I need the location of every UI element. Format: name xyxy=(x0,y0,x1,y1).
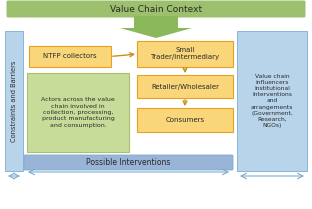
FancyBboxPatch shape xyxy=(237,31,307,171)
FancyBboxPatch shape xyxy=(27,73,129,152)
FancyBboxPatch shape xyxy=(137,75,233,98)
Text: NTFP collectors: NTFP collectors xyxy=(43,54,97,60)
FancyBboxPatch shape xyxy=(29,46,111,67)
Text: Small
Trader/Intermediary: Small Trader/Intermediary xyxy=(150,47,220,60)
Polygon shape xyxy=(120,28,192,38)
Text: Consumers: Consumers xyxy=(165,117,205,123)
FancyBboxPatch shape xyxy=(5,31,23,171)
Text: Value chain
influencers
Institutional
Interventions
and
arrangements
(Government: Value chain influencers Institutional In… xyxy=(251,74,293,128)
FancyBboxPatch shape xyxy=(137,108,233,132)
FancyBboxPatch shape xyxy=(24,155,233,170)
FancyBboxPatch shape xyxy=(7,0,305,18)
Text: Constraints and Barriers: Constraints and Barriers xyxy=(11,60,17,142)
FancyBboxPatch shape xyxy=(137,41,233,67)
Text: Retailer/Wholesaler: Retailer/Wholesaler xyxy=(151,84,219,89)
Text: Actors across the value
chain involved in
collection, processing,
product manufa: Actors across the value chain involved i… xyxy=(41,97,115,128)
Text: Possible Interventions: Possible Interventions xyxy=(86,158,171,167)
Text: Value Chain Context: Value Chain Context xyxy=(110,5,202,14)
Polygon shape xyxy=(134,16,178,28)
